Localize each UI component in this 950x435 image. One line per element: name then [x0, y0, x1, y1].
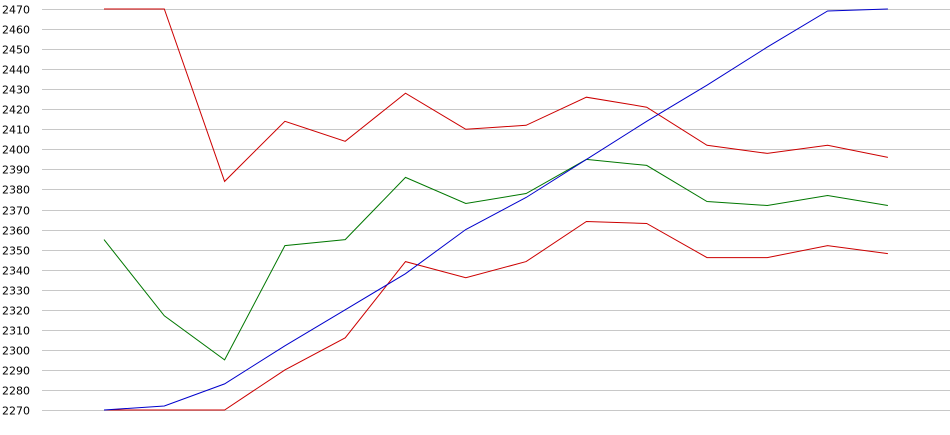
- y-tick-label: 2340: [2, 265, 30, 278]
- y-tick-label: 2470: [2, 4, 30, 17]
- y-tick-label: 2370: [2, 205, 30, 218]
- y-tick-label: 2300: [2, 345, 30, 358]
- y-tick-label: 2280: [2, 385, 30, 398]
- y-tick-label: 2320: [2, 305, 30, 318]
- y-axis-ticks: 2270 2280 2290 2300 2310 2320 2330 2340 2350 2360…: [2, 4, 30, 418]
- y-tick-label: 2410: [2, 124, 30, 137]
- y-tick-label: 2310: [2, 325, 30, 338]
- series-line-2: [103, 158, 888, 361]
- y-tick-label: 2390: [2, 164, 30, 177]
- y-tick-label: 2460: [2, 24, 30, 37]
- y-tick-label: 2330: [2, 285, 30, 298]
- series-line-4: [103, 8, 888, 411]
- series-lines: [103, 8, 888, 411]
- y-tick-label: 2270: [2, 405, 30, 418]
- y-tick-label: 2440: [2, 64, 30, 77]
- y-tick-label: 2290: [2, 365, 30, 378]
- series-line-3: [104, 220, 888, 411]
- y-tick-label: 2430: [2, 84, 30, 97]
- y-tick-label: 2400: [2, 144, 30, 157]
- y-tick-label: 2350: [2, 245, 30, 258]
- y-tick-label: 2360: [2, 225, 30, 238]
- y-tick-label: 2420: [2, 104, 30, 117]
- y-tick-label: 2450: [2, 44, 30, 57]
- y-tick-label: 2380: [2, 184, 30, 197]
- series-line-1: [104, 8, 888, 183]
- grid-lines: [42, 9, 950, 411]
